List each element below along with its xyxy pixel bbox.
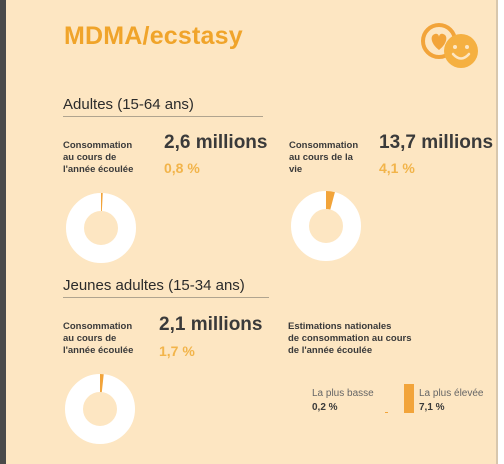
adults-lifetime-percent: 4,1 % — [379, 160, 415, 176]
section-divider — [63, 116, 263, 117]
lowest-bar — [385, 412, 388, 413]
lowest-label: La plus basse — [312, 388, 374, 399]
highest-bar — [404, 384, 414, 413]
adults-last-year-donut — [66, 193, 136, 263]
highest-value: 7,1 % — [419, 402, 445, 413]
section-title-adults: Adultes (15-64 ans) — [63, 96, 194, 113]
adults-last-year-label: Consommation au cours de l'année écoulée — [63, 140, 134, 175]
young-last-year-percent: 1,7 % — [159, 343, 195, 359]
young-last-year-label: Consommation au cours de l'année écoulée — [63, 321, 134, 356]
young-last-year-count: 2,1 millions — [159, 314, 263, 335]
adults-lifetime-count: 13,7 millions — [379, 132, 494, 153]
adults-last-year-count: 2,6 millions — [164, 132, 268, 153]
adults-lifetime-label: Consommation au cours de la vie — [289, 140, 359, 175]
donut-base — [66, 193, 136, 263]
section-title-young-adults: Jeunes adultes (15-34 ans) — [63, 277, 245, 294]
highest-label: La plus élevée — [419, 388, 484, 399]
adults-lifetime-donut — [291, 191, 361, 261]
heart-smiley-icon — [421, 23, 478, 68]
lowest-value: 0,2 % — [312, 402, 338, 413]
adults-last-year-percent: 0,8 % — [164, 160, 200, 176]
national-estimates-label: Estimations nationales de consommation a… — [288, 321, 412, 356]
section-divider — [63, 297, 269, 298]
page-title: MDMA/ecstasy — [64, 22, 243, 50]
donut-segment — [325, 191, 335, 210]
young-last-year-donut — [65, 374, 135, 444]
